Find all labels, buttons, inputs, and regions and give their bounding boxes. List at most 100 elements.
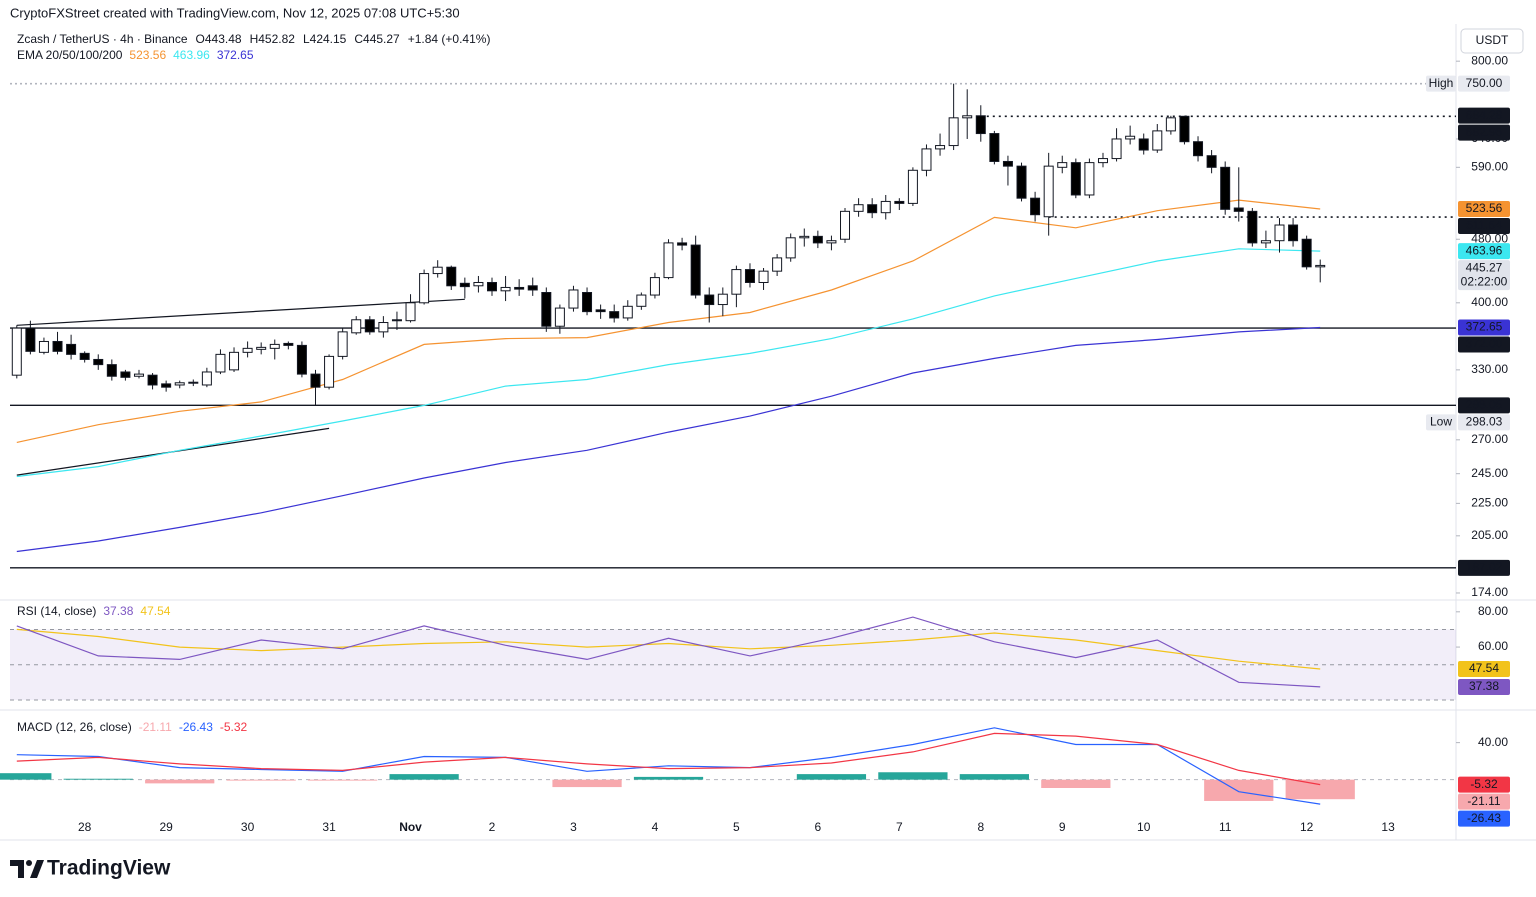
x-tick-label: 3 xyxy=(570,820,577,834)
candle-body xyxy=(1111,138,1122,160)
candle-body xyxy=(826,240,837,244)
candle-body xyxy=(337,331,348,357)
logo-shape xyxy=(10,860,24,878)
ema-line xyxy=(16,199,1321,443)
price-label: 463.96 xyxy=(1466,243,1503,257)
y-tick-label: 40.00 xyxy=(1478,735,1508,749)
candle-body xyxy=(1288,224,1299,242)
price-label-box xyxy=(1458,75,1510,92)
histogram-bar xyxy=(633,776,704,780)
y-tick-label: 225.00 xyxy=(1471,496,1508,510)
price-label: 372.65 xyxy=(1466,320,1503,334)
candle-body xyxy=(1274,224,1285,242)
price-label-box xyxy=(1458,776,1510,793)
x-tick-label: 12 xyxy=(1300,820,1314,834)
price-label-box xyxy=(1458,124,1510,141)
price-label: -21.11 xyxy=(1467,794,1500,808)
y-tick-label: 400.00 xyxy=(1471,295,1508,309)
price-label-box xyxy=(1458,319,1510,336)
price-label-box xyxy=(1458,810,1510,827)
price-label: 47.54 xyxy=(1469,661,1499,675)
candle-body xyxy=(1179,115,1190,143)
price-label-box xyxy=(1458,200,1510,217)
candle-body xyxy=(229,351,240,371)
price-label-box xyxy=(1458,397,1510,414)
histogram-bar xyxy=(0,773,52,780)
x-tick-label: 29 xyxy=(159,820,173,834)
price-label: 298.03 xyxy=(1466,415,1503,429)
y-tick-label: 800.00 xyxy=(1471,53,1508,67)
candle-body xyxy=(1030,197,1041,216)
countdown: 02:22:00 xyxy=(1461,274,1508,288)
ohlc-key: C xyxy=(354,32,363,46)
price-label-box xyxy=(1458,793,1510,810)
price-label-box xyxy=(1458,661,1510,678)
ema-line xyxy=(16,326,1321,553)
ema-value: 523.56 xyxy=(129,48,166,62)
indicator-name: RSI (14, close) xyxy=(17,604,96,618)
candle-body xyxy=(731,269,742,295)
x-tick-label: 28 xyxy=(78,820,92,834)
candle-body xyxy=(1043,165,1054,218)
candle-body xyxy=(677,242,688,246)
candle-body xyxy=(1233,207,1244,212)
candle-body xyxy=(66,343,77,355)
candle-body xyxy=(174,382,185,386)
candle-body xyxy=(812,235,823,244)
y-tick-label: 270.00 xyxy=(1471,432,1508,446)
ohlc-value: 452.82 xyxy=(258,32,295,46)
price-label: 684.28 xyxy=(1466,108,1503,122)
y-tick-label: 205.00 xyxy=(1471,528,1508,542)
candle-body xyxy=(473,281,484,287)
ohlc-key: H xyxy=(250,32,259,46)
histogram-bar xyxy=(226,779,296,781)
ohlc-key: O xyxy=(196,32,205,46)
candle-body xyxy=(11,327,22,376)
price-label-box xyxy=(1458,336,1510,353)
logo-shape xyxy=(30,860,44,878)
price-label-box xyxy=(1458,414,1510,431)
candle-body xyxy=(894,200,905,204)
candle-body xyxy=(1057,162,1068,168)
candle-body xyxy=(744,269,755,283)
candle-body xyxy=(514,286,525,290)
brand-logo xyxy=(10,860,44,878)
price-label: 37.38 xyxy=(1469,679,1499,693)
candle-body xyxy=(1125,135,1136,140)
histogram-value: -21.11 xyxy=(139,720,172,734)
ema-value: 463.96 xyxy=(173,48,210,62)
level-tag: Low xyxy=(1430,415,1452,429)
x-tick-label: 13 xyxy=(1381,820,1395,834)
histogram-bar xyxy=(63,778,133,780)
price-label: 682.95 xyxy=(1466,125,1503,139)
candle-body xyxy=(948,117,959,147)
candle-body xyxy=(1016,165,1027,199)
currency-button[interactable] xyxy=(1460,28,1524,54)
x-tick-label: 31 xyxy=(322,820,336,834)
ohlc-value: 443.48 xyxy=(205,32,242,46)
candle-body xyxy=(432,266,443,275)
price-label-box xyxy=(1458,559,1510,576)
price-label-box xyxy=(1458,243,1510,260)
candle-body xyxy=(405,302,416,322)
currency-button-label[interactable]: USDT xyxy=(1476,33,1509,47)
candle-body xyxy=(989,133,1000,162)
macd-value: -5.32 xyxy=(220,720,248,734)
candle-body xyxy=(201,371,212,386)
candle-body xyxy=(785,237,796,259)
symbol-title: Zcash / TetherUS · 4h · Binance xyxy=(17,32,188,46)
price-label: 187.02 xyxy=(1466,560,1503,574)
level-tag-box xyxy=(1426,75,1456,92)
candle-body xyxy=(1220,166,1231,210)
level-tag: High xyxy=(1429,76,1454,90)
rsi-line xyxy=(16,628,1321,670)
candle-body xyxy=(1301,238,1312,268)
candle-body xyxy=(582,291,593,313)
candle-body xyxy=(52,340,63,352)
candle-body xyxy=(1206,155,1217,168)
candle-body xyxy=(147,374,158,386)
candle-body xyxy=(161,383,172,388)
brand-name: TradingView xyxy=(47,857,171,880)
price-label: 298.05 xyxy=(1466,398,1503,412)
